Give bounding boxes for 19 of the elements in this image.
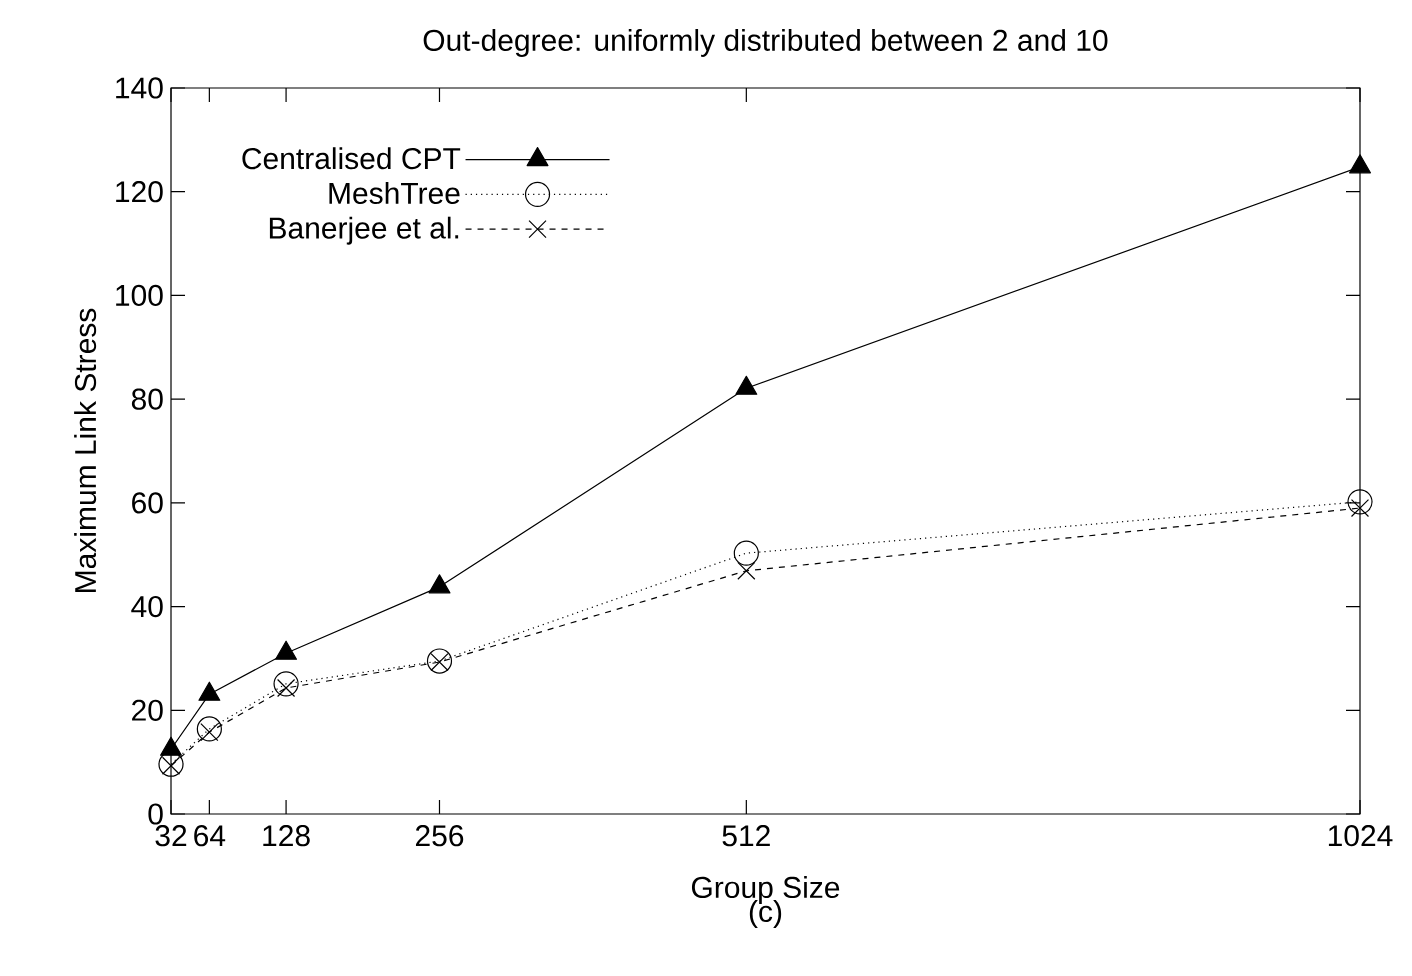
- legend-label: Banerjee et al.: [269, 216, 459, 245]
- x-tick-label: 64: [194, 825, 226, 847]
- y-axis-title: Maximum Link Stress: [74, 308, 97, 592]
- y-tick-label: 100: [116, 284, 163, 307]
- y-tick-label: 60: [132, 492, 163, 514]
- y-tick-label: 80: [131, 388, 163, 410]
- legend-label: Centralised CPT: [242, 147, 461, 170]
- y-tick-label: 0: [148, 803, 163, 825]
- x-tick-label: 1024: [1328, 825, 1393, 847]
- y-tick-label: 40: [131, 595, 163, 618]
- legend-label: MeshTree: [329, 181, 460, 204]
- x-tick-label: 512: [722, 825, 770, 847]
- chart-title: Out-degree: uniformly distributed between 2 and 10: [423, 28, 1108, 57]
- x-tick-label: 128: [263, 825, 310, 847]
- y-tick-label: 120: [116, 181, 163, 203]
- x-tick-label: 256: [415, 825, 464, 847]
- y-tick-label: 20: [132, 699, 163, 721]
- y-tick-label: 140: [116, 77, 163, 99]
- x-tick-label: 32: [155, 825, 187, 847]
